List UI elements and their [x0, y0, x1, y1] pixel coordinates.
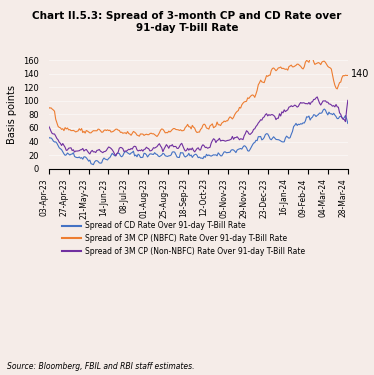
Y-axis label: Basis points: Basis points	[7, 85, 18, 144]
Text: Chart II.5.3: Spread of 3-month CP and CD Rate over
91-day T-bill Rate: Chart II.5.3: Spread of 3-month CP and C…	[32, 11, 342, 33]
Text: Source: Bloomberg, FBIL and RBI staff estimates.: Source: Bloomberg, FBIL and RBI staff es…	[7, 362, 195, 371]
Legend: Spread of CD Rate Over 91-day T-Bill Rate, Spread of 3M CP (NBFC) Rate Over 91-d: Spread of CD Rate Over 91-day T-Bill Rat…	[59, 218, 308, 259]
Text: 140: 140	[351, 69, 370, 79]
